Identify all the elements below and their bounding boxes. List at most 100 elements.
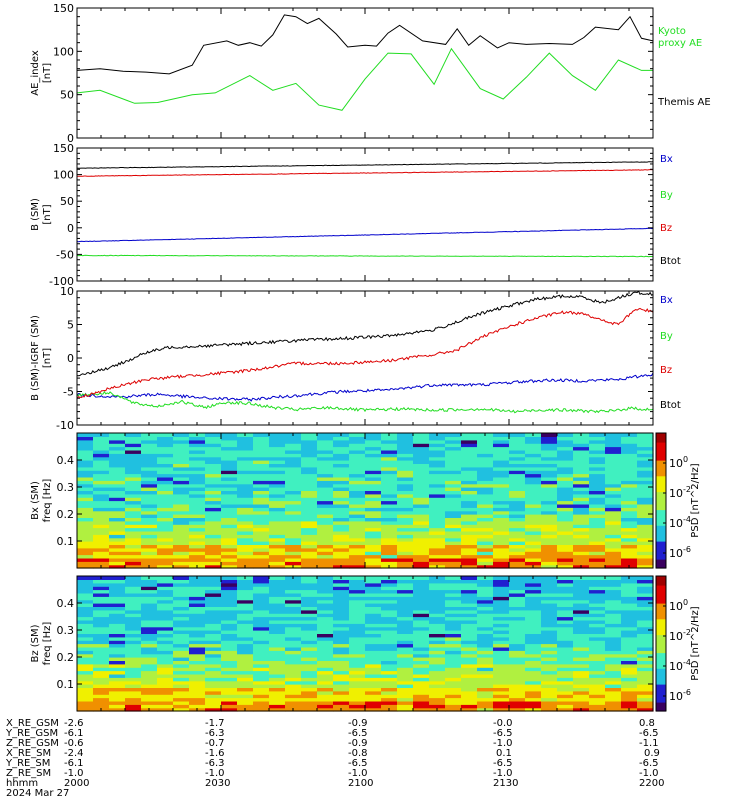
psd-cell — [589, 646, 606, 651]
psd-cell — [317, 596, 334, 601]
psd-cell — [477, 497, 494, 502]
psd-cell — [285, 684, 302, 688]
psd-cell — [429, 687, 446, 692]
psd-cell — [269, 497, 286, 502]
psd-cell — [285, 663, 302, 668]
psd-cell — [413, 456, 430, 461]
psd-cell — [301, 619, 318, 624]
psd-cell — [125, 564, 142, 569]
psd-cell — [221, 697, 238, 702]
ephem-row-hhmm: hhmm 2000 2030 2100 2130 2200 — [6, 779, 666, 789]
psd-cell — [93, 466, 110, 471]
psd-cell — [189, 677, 206, 682]
psd-cell — [365, 667, 382, 672]
psd-cell — [381, 650, 398, 655]
psd-cell — [253, 707, 270, 712]
psd-cell — [573, 680, 590, 685]
psd-cell — [557, 517, 574, 522]
psd-cell — [253, 643, 270, 648]
psd-cell — [237, 606, 254, 611]
colorbar-segment — [656, 518, 666, 522]
psd-cell — [205, 510, 222, 515]
psd-cell — [381, 480, 398, 485]
psd-cell — [445, 456, 462, 461]
colorbar-segment — [656, 697, 666, 701]
psd-cell — [589, 653, 606, 658]
psd-cell — [141, 534, 158, 539]
psd-cell — [381, 613, 398, 618]
psd-cell — [253, 500, 270, 505]
psd-cell — [605, 507, 622, 512]
colorbar-segment — [656, 627, 666, 631]
psd-cell — [77, 657, 94, 661]
ephem-row-y-gsm: Y_RE_GSM -6.1 -6.3 -6.5 -6.5 -6.5 — [6, 729, 666, 739]
psd-cell — [221, 514, 238, 518]
psd-cell — [77, 653, 94, 658]
psd-cell — [509, 596, 526, 601]
psd-cell — [509, 460, 526, 464]
psd-cell — [189, 554, 206, 559]
psd-cell — [173, 557, 190, 562]
psd-cell — [333, 636, 350, 641]
series-line-ae-themis-ae — [76, 14, 654, 75]
psd-cell — [461, 500, 478, 505]
psd-cell — [125, 554, 142, 559]
psd-cell — [237, 524, 254, 529]
psd-cell — [173, 466, 190, 471]
psd-cell — [253, 517, 270, 522]
psd-cell — [77, 700, 94, 705]
psd-cell — [509, 490, 526, 495]
psd-cell — [541, 704, 558, 709]
psd-cell — [221, 670, 238, 675]
psd-cell — [493, 670, 510, 675]
psd-cell — [381, 589, 398, 594]
psd-cell — [333, 483, 350, 488]
psd-cell — [349, 551, 366, 556]
psd-cell — [509, 687, 526, 692]
psd-cell — [269, 677, 286, 682]
psd-cell — [621, 690, 638, 695]
psd-cell — [509, 694, 526, 699]
psd-cell — [429, 507, 446, 512]
psd-cell — [589, 463, 606, 468]
psd-cell — [477, 646, 494, 651]
psd-cell — [429, 704, 446, 709]
psd-cell — [525, 507, 542, 512]
psd-cell — [157, 596, 174, 601]
psd-cell — [173, 663, 190, 668]
psd-cell — [477, 520, 494, 525]
psd-cell — [237, 503, 254, 508]
psd-cell — [541, 623, 558, 628]
psd-cell — [605, 603, 622, 607]
psd-cell — [429, 524, 446, 529]
psd-cell — [509, 663, 526, 668]
psd-cell — [253, 603, 270, 607]
psd-cell — [77, 503, 94, 508]
psd-cell — [541, 534, 558, 539]
psd-cell — [525, 609, 542, 614]
psd-cell — [589, 704, 606, 709]
psd-cell — [93, 530, 110, 535]
psd-cell — [141, 456, 158, 461]
psd-cell — [237, 599, 254, 604]
psd-cell — [445, 557, 462, 562]
psd-cell — [269, 490, 286, 495]
colorbar-segment — [656, 643, 666, 647]
psd-cell — [429, 503, 446, 508]
psd-cell — [573, 476, 590, 481]
psd-cell — [93, 660, 110, 665]
series-line-b_sm-by — [76, 254, 654, 258]
psd-cell — [205, 476, 222, 481]
psd-cell — [429, 670, 446, 675]
psd-cell — [445, 493, 462, 498]
psd-cell — [413, 707, 430, 712]
psd-cell — [93, 547, 110, 552]
y-axis-label: Bz (SM) — [30, 624, 41, 662]
psd-cell — [397, 530, 414, 535]
colorbar-segment — [656, 439, 666, 443]
psd-cell — [429, 453, 446, 458]
psd-cell — [77, 599, 94, 604]
psd-cell — [285, 697, 302, 702]
psd-cell — [445, 463, 462, 468]
